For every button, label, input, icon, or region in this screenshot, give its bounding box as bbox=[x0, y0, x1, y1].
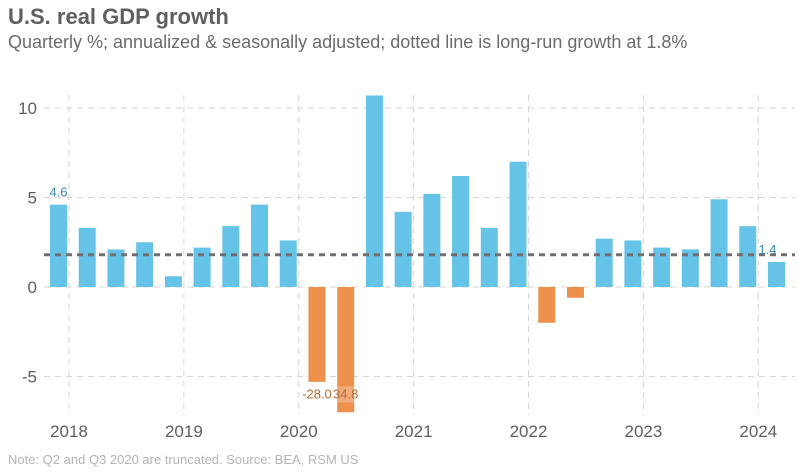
bar-2023Q4 bbox=[710, 199, 728, 287]
x-tick-label: 2018 bbox=[50, 422, 88, 441]
bar-2019Q4 bbox=[251, 204, 269, 287]
x-tick-label: 2022 bbox=[510, 422, 548, 441]
data-label: -28.0 bbox=[302, 386, 332, 401]
bar-2018Q2 bbox=[78, 227, 96, 287]
bar-2019Q2 bbox=[193, 247, 211, 287]
data-label: 4.6 bbox=[49, 185, 67, 200]
x-tick-label: 2019 bbox=[165, 422, 203, 441]
bar-2018Q4 bbox=[136, 242, 154, 287]
chart-note: Note: Q2 and Q3 2020 are truncated. Sour… bbox=[8, 452, 359, 467]
bar-2018Q3 bbox=[107, 249, 125, 287]
data-label: 34.8 bbox=[333, 386, 358, 401]
bar-2021Q4 bbox=[480, 227, 498, 287]
y-tick-label: 10 bbox=[18, 99, 37, 118]
bar-2021Q3 bbox=[452, 176, 470, 287]
bar-2020Q1 bbox=[279, 240, 297, 287]
bar-2022Q2 bbox=[538, 287, 556, 323]
data-label-bg bbox=[302, 386, 331, 403]
bar-2020Q4 bbox=[365, 95, 383, 287]
x-tick-label: 2024 bbox=[739, 422, 777, 441]
bar-2020Q3 bbox=[337, 287, 355, 413]
data-label: 1.4 bbox=[758, 242, 776, 257]
bar-2022Q4 bbox=[595, 238, 613, 287]
bar-2023Q3 bbox=[681, 249, 699, 287]
bar-2022Q1 bbox=[509, 161, 527, 287]
bar-2021Q2 bbox=[423, 193, 441, 287]
chart-title: U.S. real GDP growth bbox=[8, 4, 229, 29]
x-tick-label: 2021 bbox=[395, 422, 433, 441]
x-tick-label: 2020 bbox=[280, 422, 318, 441]
bar-2019Q3 bbox=[222, 226, 240, 287]
y-tick-label: -5 bbox=[22, 368, 37, 387]
bar-2018Q1 bbox=[50, 204, 67, 287]
x-tick-label: 2023 bbox=[624, 422, 662, 441]
data-label-bg bbox=[331, 386, 360, 403]
bar-2024Q2 bbox=[768, 261, 785, 287]
y-tick-label: 0 bbox=[28, 278, 37, 297]
bar-2019Q1 bbox=[164, 276, 182, 287]
chart-subtitle: Quarterly %; annualized & seasonally adj… bbox=[8, 32, 688, 52]
bar-2020Q2 bbox=[308, 287, 326, 382]
bar-2024Q1 bbox=[739, 226, 757, 287]
bar-2021Q1 bbox=[394, 211, 412, 287]
bar-2023Q1 bbox=[624, 240, 642, 287]
bar-2023Q2 bbox=[653, 247, 671, 287]
y-tick-label: 5 bbox=[28, 189, 37, 208]
bar-2022Q3 bbox=[566, 287, 584, 298]
